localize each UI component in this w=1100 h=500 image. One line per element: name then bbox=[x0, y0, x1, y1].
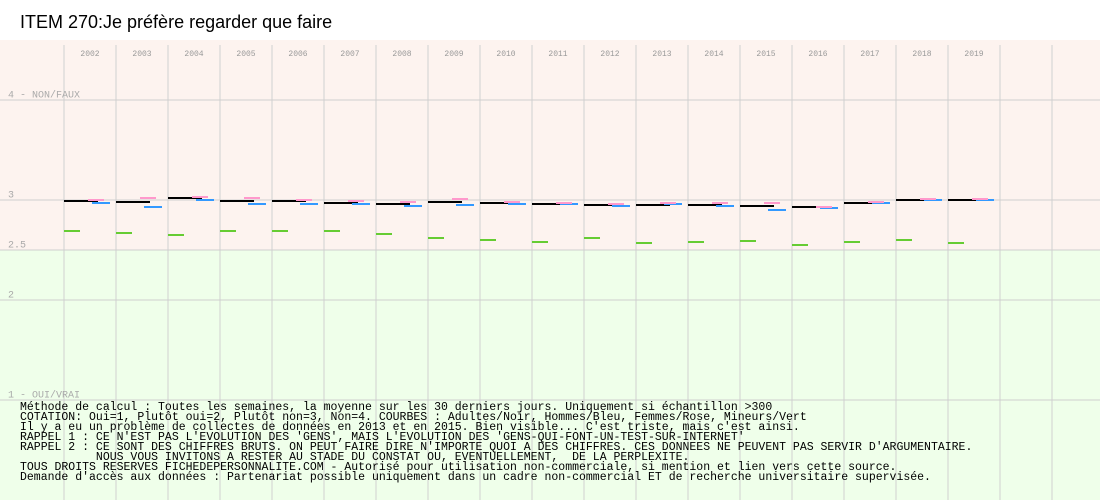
x-tick-label: 2013 bbox=[652, 50, 671, 59]
x-tick-label: 2011 bbox=[548, 50, 567, 59]
x-tick-label: 2006 bbox=[288, 50, 307, 59]
note-line: COTATION: Oui=1, Plutôt oui=2, Plutôt no… bbox=[20, 411, 807, 424]
note-line: TOUS DROITS RESERVES FICHEDEPERSONNALITE… bbox=[20, 461, 896, 474]
x-tick-label: 2005 bbox=[236, 50, 255, 59]
note-line: Il y a eu un problème de collectes de do… bbox=[20, 421, 800, 434]
x-tick-label: 2009 bbox=[444, 50, 463, 59]
x-tick-label: 2008 bbox=[392, 50, 411, 59]
x-tick-label: 2019 bbox=[964, 50, 983, 59]
note-line: NOUS VOUS INVITONS A RESTER AU STADE DU … bbox=[20, 451, 689, 464]
note-line: Demande d'accès aux données : Partenaria… bbox=[20, 471, 931, 484]
note-line: RAPPEL 2 : CE SONT DES CHIFFRES BRUTS. O… bbox=[20, 441, 972, 454]
y-tick-label: 4 - NON/FAUX bbox=[8, 90, 80, 102]
upper-band bbox=[0, 40, 1100, 250]
x-tick-label: 2007 bbox=[340, 50, 359, 59]
x-tick-label: 2002 bbox=[80, 50, 99, 59]
y-tick-label: 2 bbox=[8, 291, 14, 302]
note-line: Méthode de calcul : Toutes les semaines,… bbox=[20, 401, 772, 414]
x-tick-label: 2003 bbox=[132, 50, 151, 59]
x-tick-label: 2004 bbox=[184, 50, 203, 59]
note-line: RAPPEL 1 : CE N'EST PAS L'EVOLUTION DES … bbox=[20, 431, 745, 444]
x-tick-label: 2010 bbox=[496, 50, 515, 59]
x-tick-label: 2014 bbox=[704, 50, 723, 59]
x-tick-label: 2018 bbox=[912, 50, 931, 59]
chart-title: ITEM 270:Je préfère regarder que faire bbox=[20, 12, 332, 32]
y-tick-label: 3 bbox=[8, 191, 14, 202]
x-tick-label: 2012 bbox=[600, 50, 619, 59]
x-tick-label: 2017 bbox=[860, 50, 879, 59]
x-tick-label: 2016 bbox=[808, 50, 827, 59]
y-tick-label: 1 - OUI/VRAI bbox=[8, 390, 80, 402]
y-tick-label: 2.5 bbox=[8, 241, 26, 252]
x-tick-label: 2015 bbox=[756, 50, 775, 59]
plot: 4 - NON/FAUX 3 2.5 2 1 - OUI/VRAI 2002 2003 200… bbox=[0, 40, 1100, 500]
lower-band bbox=[0, 250, 1100, 500]
